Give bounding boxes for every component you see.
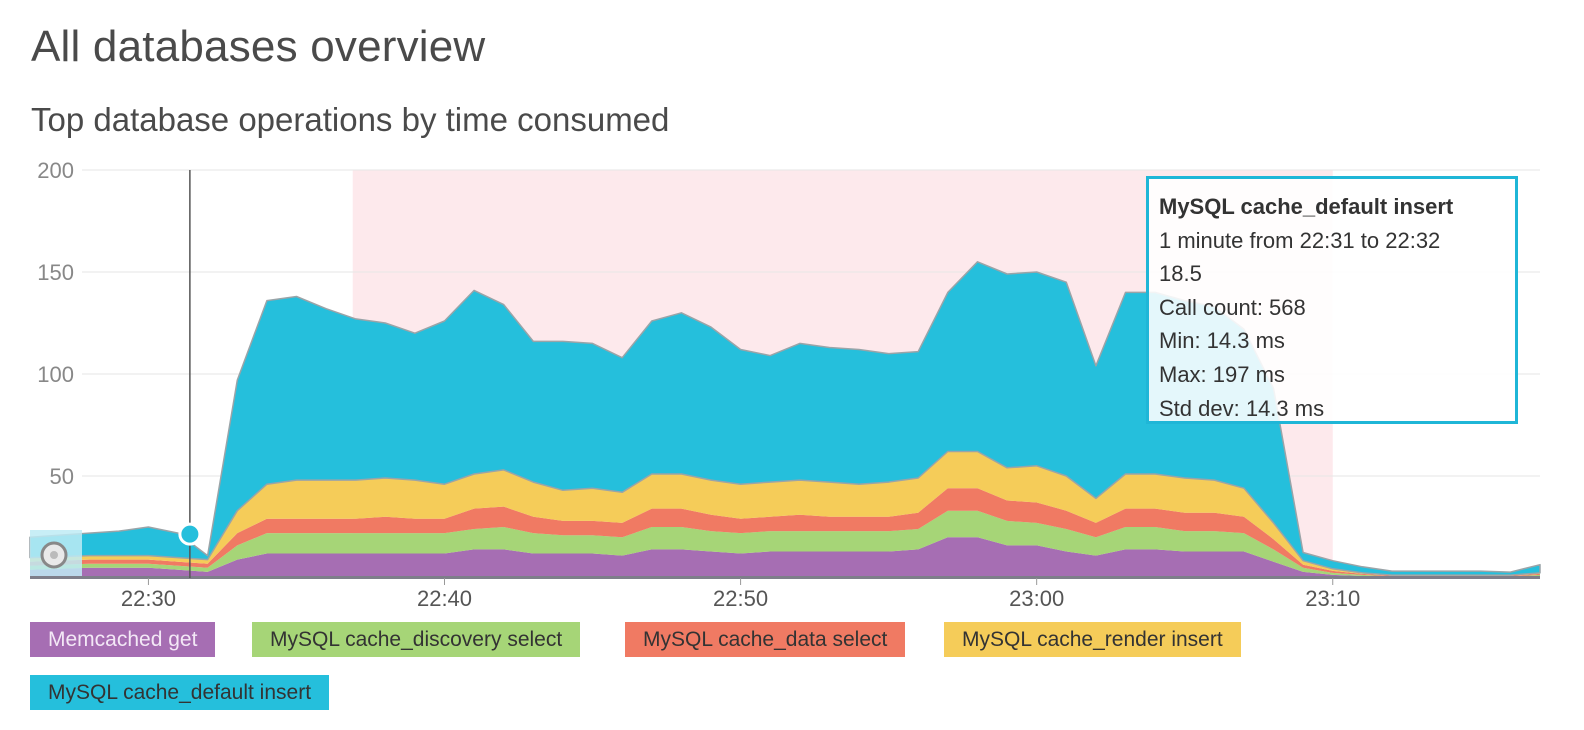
page-title: All databases overview: [31, 22, 486, 71]
y-axis-ticks: 50 100 150 200: [37, 158, 74, 489]
tooltip-min: Min: 14.3 ms: [1159, 328, 1285, 354]
x-tick-label: 22:40: [417, 586, 472, 611]
chart-title: Top database operations by time consumed: [31, 101, 670, 138]
legend-item-cache-default-insert[interactable]: MySQL cache_default insert: [30, 675, 330, 710]
tooltip-range: 1 minute from 22:31 to 22:32: [1159, 227, 1441, 253]
legend-item-cache-discovery-select[interactable]: MySQL cache_discovery select: [252, 622, 581, 657]
data-tooltip: MySQL cache_default insert 1 minute from…: [1146, 176, 1518, 424]
area-cache-data[interactable]: [30, 488, 1540, 577]
tooltip-call-count: Call count: 568: [1159, 294, 1306, 320]
legend-item-cache-data-select[interactable]: MySQL cache_data select: [625, 622, 906, 657]
area-cache-render[interactable]: [30, 451, 1540, 576]
x-tick-label: 22:30: [121, 586, 176, 611]
area-cache-discovery[interactable]: [30, 510, 1540, 577]
area-memcached-get[interactable]: [30, 537, 1540, 578]
tooltip-value: 18.5: [1159, 261, 1202, 287]
x-axis-ticks: 22:30 22:40 22:50 23:00 23:10: [121, 578, 1360, 611]
y-tick-label: 200: [37, 158, 74, 183]
tooltip-series: MySQL cache_default insert: [1159, 194, 1454, 219]
y-tick-label: 100: [37, 362, 74, 387]
y-tick-label: 150: [37, 260, 74, 285]
legend-item-memcached-get[interactable]: Memcached get: [30, 622, 216, 657]
y-tick-label: 50: [50, 464, 74, 489]
x-tick-label: 23:10: [1305, 586, 1360, 611]
x-tick-label: 23:00: [1009, 586, 1064, 611]
scroll-handle[interactable]: [30, 530, 82, 576]
legend-item-cache-render-insert[interactable]: MySQL cache_render insert: [944, 622, 1241, 657]
handle-knob-center: [50, 551, 58, 559]
x-tick-label: 22:50: [713, 586, 768, 611]
tooltip-std-dev: Std dev: 14.3 ms: [1159, 395, 1325, 421]
x-axis-baseline: [30, 576, 1540, 579]
tooltip-max: Max: 197 ms: [1159, 361, 1285, 387]
hover-point[interactable]: [178, 522, 202, 546]
